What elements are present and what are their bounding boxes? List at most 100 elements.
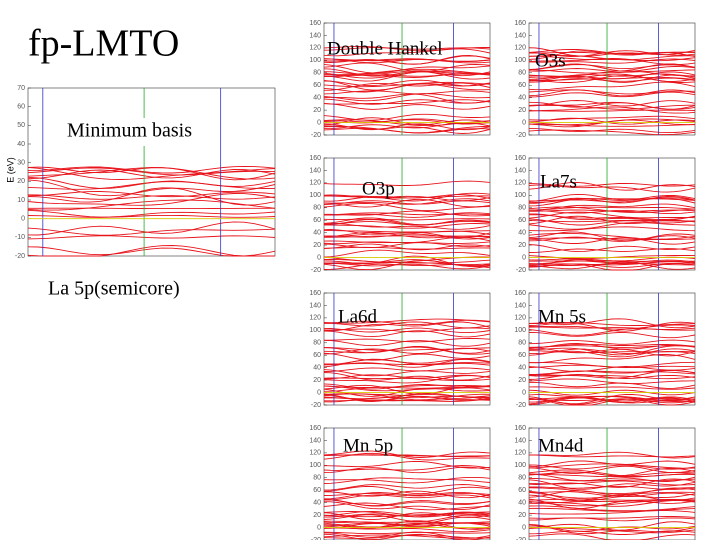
band-line <box>528 50 696 60</box>
y-tick-label: 0 <box>317 254 321 261</box>
band-line <box>323 230 491 237</box>
band-line <box>528 370 696 376</box>
band-line <box>529 123 696 127</box>
y-tick-label: 100 <box>514 462 526 469</box>
band-line <box>323 321 491 332</box>
band-line <box>27 246 276 257</box>
band-line <box>27 245 275 257</box>
band-line <box>323 485 491 495</box>
annotation: Minimum basis <box>67 120 192 142</box>
band-line <box>528 219 695 223</box>
y-tick-label: 0 <box>21 216 25 223</box>
y-tick-label: 0 <box>522 119 526 126</box>
band-line <box>528 516 696 519</box>
band-line <box>323 494 491 501</box>
band-line <box>323 477 491 484</box>
band-line <box>323 81 491 88</box>
band-line <box>323 119 491 125</box>
band-line <box>528 63 696 72</box>
y-tick-label: 160 <box>514 290 526 297</box>
band-line <box>528 206 696 211</box>
band-line <box>528 235 696 242</box>
band-line <box>323 385 491 392</box>
y-tick-label: 60 <box>518 217 526 224</box>
band-line <box>529 259 696 265</box>
y-tick-label: 140 <box>309 167 321 174</box>
band-line <box>528 465 696 474</box>
band-line <box>323 346 491 351</box>
band-line <box>323 377 491 382</box>
y-tick-label: 120 <box>514 180 526 187</box>
band-line <box>528 386 696 390</box>
band-line <box>528 328 696 336</box>
band-line <box>323 70 491 75</box>
y-tick-label: 20 <box>313 377 321 384</box>
band-line <box>528 55 696 62</box>
band-line <box>323 347 491 355</box>
band-line <box>323 79 491 87</box>
band-line <box>323 212 491 216</box>
band-line <box>528 183 696 187</box>
band-line <box>529 345 696 356</box>
band-line <box>528 374 696 380</box>
y-tick-label: 60 <box>518 487 526 494</box>
y-tick-label: 40 <box>313 95 321 102</box>
y-tick-label: 20 <box>518 107 526 114</box>
y-tick-label: 40 <box>518 95 526 102</box>
y-tick-label: 160 <box>514 20 526 27</box>
band-line <box>528 498 696 509</box>
y-tick-label: 70 <box>17 85 25 92</box>
band-line <box>323 72 491 78</box>
band-line <box>323 48 491 57</box>
panel-label: Mn 5p <box>343 435 393 456</box>
band-line <box>323 58 491 62</box>
band-line <box>528 193 696 202</box>
band-line <box>324 337 491 343</box>
band-line <box>528 397 696 405</box>
band-line <box>323 194 491 202</box>
band-line <box>528 69 696 74</box>
band-line <box>528 524 696 535</box>
y-tick-label: 50 <box>17 122 25 129</box>
y-tick-label: 120 <box>514 45 526 52</box>
y-tick-label: 120 <box>514 450 526 457</box>
band-line <box>323 62 491 73</box>
y-tick-label: 40 <box>518 230 526 237</box>
y-tick-label: 100 <box>309 327 321 334</box>
y-tick-label: 80 <box>518 70 526 77</box>
y-tick-label: 140 <box>514 437 526 444</box>
band-line <box>323 220 491 226</box>
band-line <box>323 242 491 249</box>
y-tick-label: 20 <box>17 178 25 185</box>
panel-label: O3p <box>362 178 395 199</box>
y-tick-label: 0 <box>317 389 321 396</box>
y-tick-label: 140 <box>514 167 526 174</box>
band-line <box>528 396 696 403</box>
y-tick-label: 60 <box>313 217 321 224</box>
band-line <box>323 240 491 244</box>
label-bg <box>62 118 220 146</box>
band-line <box>323 394 491 402</box>
band-line <box>529 213 696 221</box>
band-line <box>27 176 276 189</box>
band-line <box>323 223 491 229</box>
band-line <box>323 113 491 121</box>
band-line <box>528 473 696 482</box>
band-line <box>529 480 696 486</box>
y-tick-label: -20 <box>516 537 526 540</box>
band-line <box>528 115 696 121</box>
y-tick-label: 160 <box>309 155 321 162</box>
y-tick-label: 120 <box>309 180 321 187</box>
y-tick-label: 100 <box>514 57 526 64</box>
band-line <box>323 202 491 212</box>
band-line <box>528 77 696 83</box>
band-line <box>528 218 696 226</box>
band-line <box>323 90 491 95</box>
band-line <box>324 520 491 524</box>
band-line <box>528 248 696 253</box>
band-line <box>323 319 491 326</box>
band-line <box>27 214 276 218</box>
band-line <box>323 180 491 186</box>
band-line <box>528 222 696 230</box>
band-line <box>323 450 491 458</box>
